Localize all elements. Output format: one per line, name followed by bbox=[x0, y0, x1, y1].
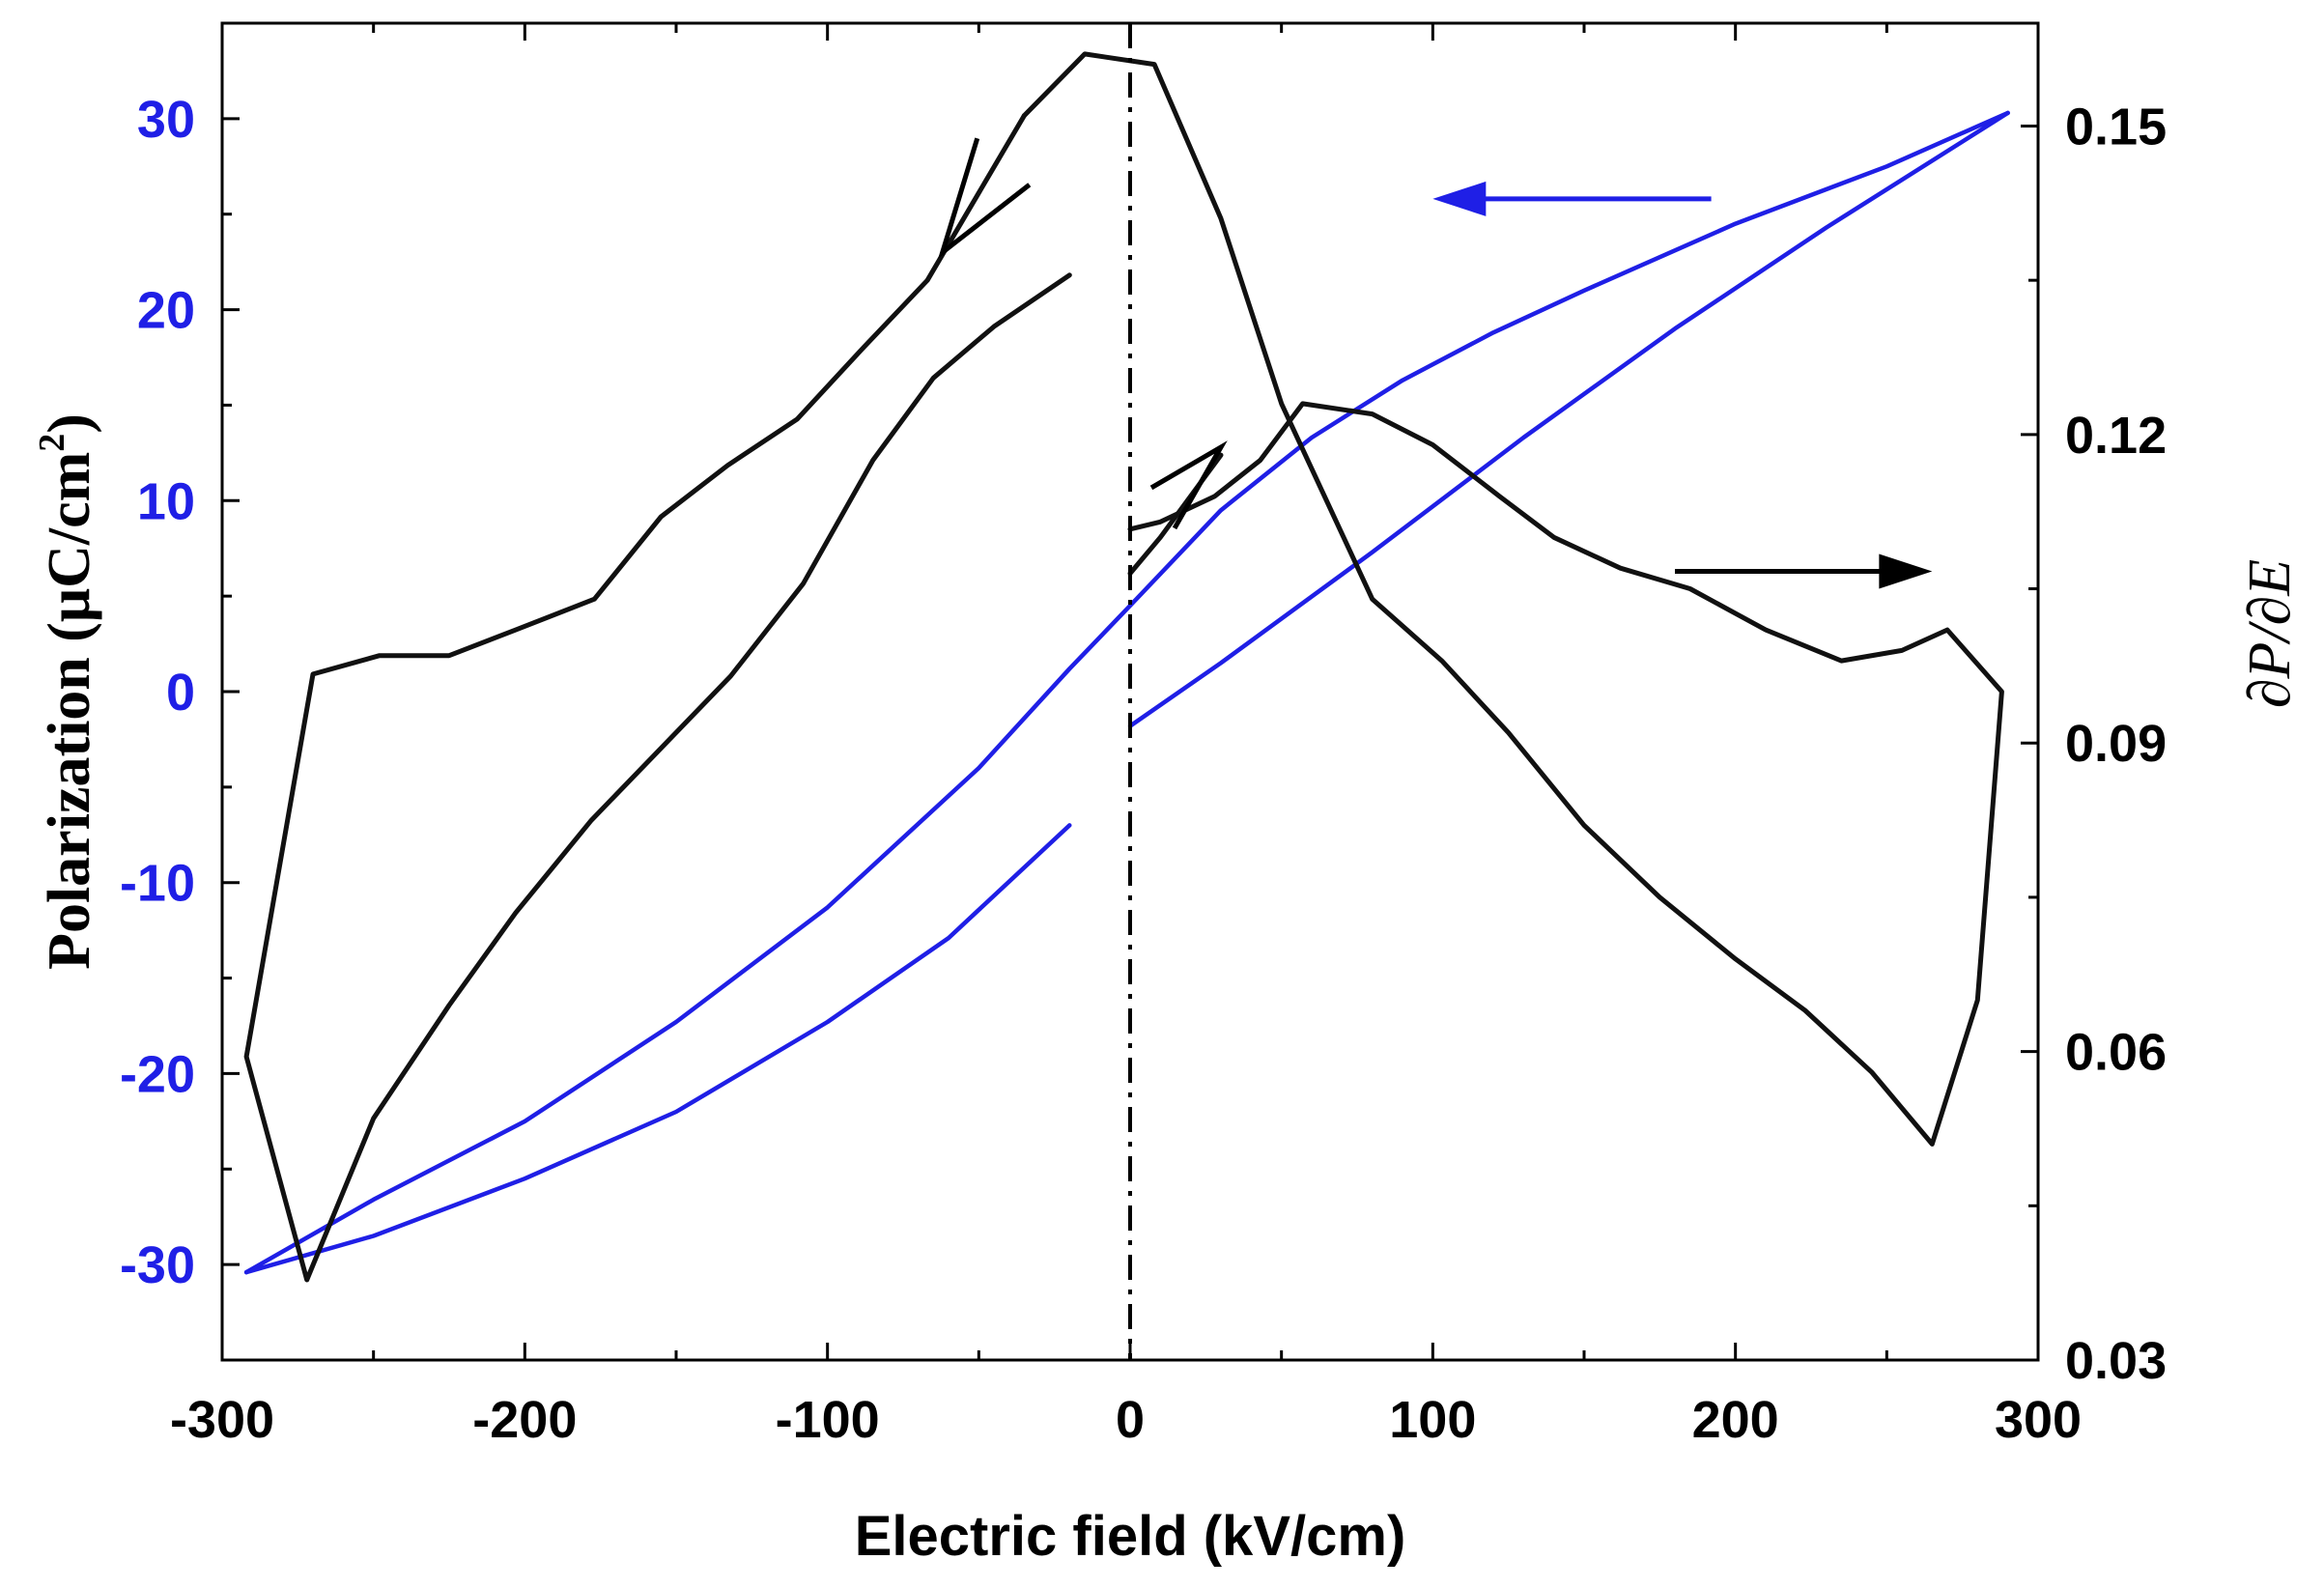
arrow-head-0 bbox=[1432, 181, 1487, 216]
y-left-axis-title-prefix: Polarization ( bbox=[37, 622, 102, 970]
y-right-tick-label: 0.03 bbox=[2065, 1332, 2167, 1390]
annotation-layer bbox=[938, 23, 1933, 1360]
direction-chevron-1 bbox=[1149, 440, 1228, 530]
y-right-tick-label: 0.12 bbox=[2065, 407, 2167, 465]
axis-layer: -300 -200 -100 0 100 200 300-30-20-1001020300.… bbox=[32, 21, 2303, 1568]
series-line-0 bbox=[243, 110, 2010, 1275]
y-right-axis-title: ∂P/∂E bbox=[2237, 559, 2303, 708]
y-right-tick-label: 0.06 bbox=[2065, 1024, 2167, 1082]
x-tick-label: 200 bbox=[1692, 1391, 1779, 1449]
x-tick-label: 0 bbox=[1116, 1391, 1145, 1449]
y-left-axis-title-suffix: ) bbox=[37, 413, 102, 434]
y-left-axis-title-mu: μ bbox=[37, 588, 102, 622]
x-tick-label: 100 bbox=[1389, 1391, 1476, 1449]
series-line-4 bbox=[1021, 51, 2004, 1147]
y-left-tick-label: -30 bbox=[120, 1236, 195, 1294]
series-line-5 bbox=[1127, 452, 1224, 577]
y-left-axis-title: Polarization (μC/cm2) bbox=[32, 413, 102, 970]
y-right-tick-label: 0.15 bbox=[2065, 98, 2167, 156]
x-tick-label: -100 bbox=[776, 1391, 880, 1449]
y-left-tick-label: -20 bbox=[120, 1045, 195, 1103]
y-left-axis-title-exp: 2 bbox=[32, 434, 72, 452]
series-line-2 bbox=[1127, 110, 2010, 728]
x-axis-title: Electric field (kV/cm) bbox=[855, 1505, 1406, 1568]
series-line-3 bbox=[243, 113, 1072, 1283]
y-left-tick-label: 30 bbox=[137, 91, 195, 149]
y-left-tick-label: 20 bbox=[137, 282, 195, 340]
y-left-tick-label: -10 bbox=[120, 855, 195, 913]
series-layer bbox=[243, 51, 2010, 1283]
direction-chevron-0 bbox=[938, 137, 1032, 260]
y-left-tick-label: 10 bbox=[137, 472, 195, 530]
series-line-1 bbox=[243, 823, 1072, 1275]
x-tick-label: 300 bbox=[1995, 1391, 2082, 1449]
x-tick-label: -200 bbox=[472, 1391, 577, 1449]
x-tick-label: -300 bbox=[170, 1391, 274, 1449]
y-right-tick-label: 0.09 bbox=[2065, 715, 2167, 773]
y-left-tick-label: 0 bbox=[166, 664, 195, 722]
y-left-axis-title-unit: C/cm bbox=[37, 452, 102, 588]
arrow-head-1 bbox=[1879, 553, 1933, 589]
